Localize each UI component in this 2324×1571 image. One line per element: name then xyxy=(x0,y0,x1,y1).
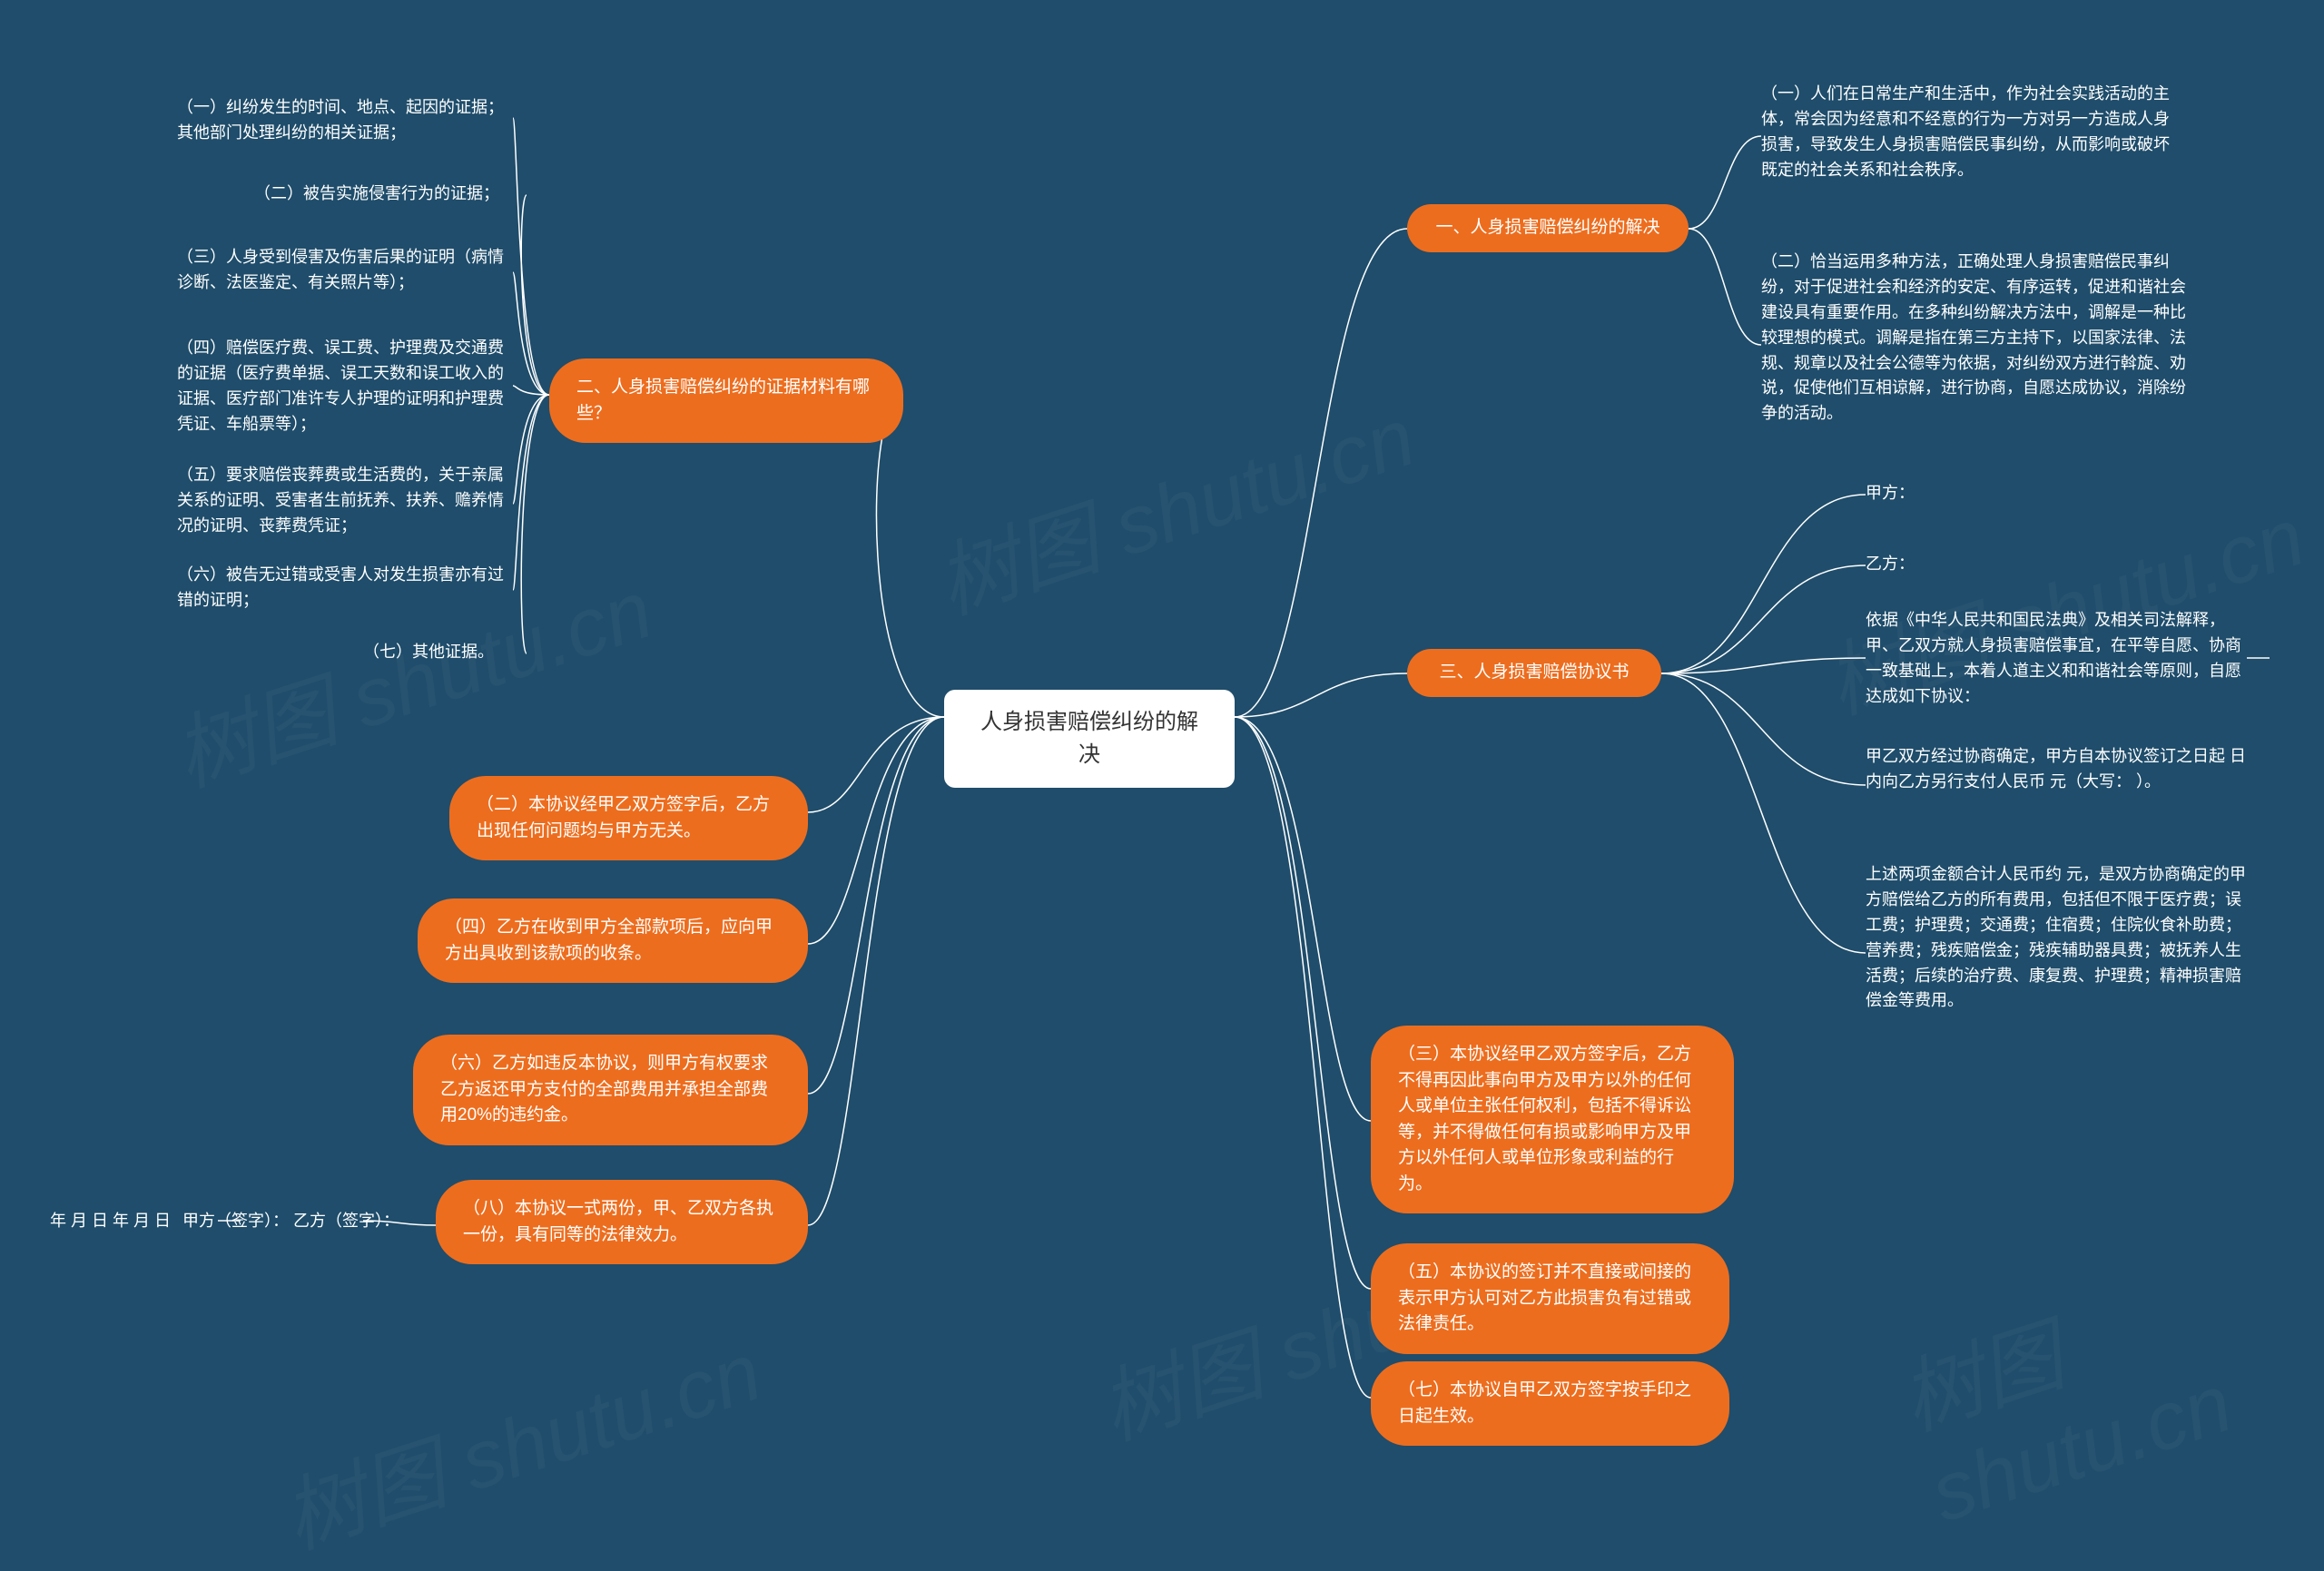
branch-2-child-7: （七）其他证据。 xyxy=(363,640,527,665)
protocol-2[interactable]: （二）本协议经甲乙双方签字后，乙方出现任何问题均与甲方无关。 xyxy=(449,776,808,860)
branch-1[interactable]: 一、人身损害赔偿纠纷的解决 xyxy=(1407,204,1689,252)
root-node[interactable]: 人身损害赔偿纠纷的解决 xyxy=(944,690,1235,788)
protocol-7[interactable]: （七）本协议自甲乙双方签字按手印之日起生效。 xyxy=(1371,1361,1729,1446)
branch-2-child-4: （四）赔偿医疗费、误工费、护理费及交通费的证据（医疗费单据、误工天数和误工收入的… xyxy=(177,336,513,437)
branch-3[interactable]: 三、人身损害赔偿协议书 xyxy=(1407,649,1661,697)
branch-1-child-2: （二）恰当运用多种方法，正确处理人身损害赔偿民事纠纷，对于促进社会和经济的安定、… xyxy=(1761,250,2188,427)
branch-3-child-5: 上述两项金额合计人民币约 元，是双方协商确定的甲方赔偿给乙方的所有费用，包括但不… xyxy=(1866,862,2256,1014)
branch-3-child-4: 甲乙双方经过协商确定，甲方自本协议签订之日起 日内向乙方另行支付人民币 元（大写… xyxy=(1866,744,2247,795)
branch-3-child-1: 甲方： xyxy=(1866,481,1956,506)
protocol-4[interactable]: （四）乙方在收到甲方全部款项后，应向甲方出具收到该款项的收条。 xyxy=(418,898,808,983)
branch-1-child-1: （一）人们在日常生产和生活中，作为社会实践活动的主体，常会因为经意和不经意的行为… xyxy=(1761,82,2179,183)
protocol-8[interactable]: （八）本协议一式两份，甲、乙双方各执一份，具有同等的法律效力。 xyxy=(436,1180,808,1264)
branch-2-child-1: （一）纠纷发生的时间、地点、起因的证据；其他部门处理纠纷的相关证据； xyxy=(177,95,513,146)
branch-2-child-5: （五）要求赔偿丧葬费或生活费的，关于亲属关系的证明、受害者生前抚养、扶养、赡养情… xyxy=(177,463,513,539)
protocol-8-child-1a: 年 月 日 年 月 日 xyxy=(50,1209,204,1234)
branch-2-child-2: （二）被告实施侵害行为的证据； xyxy=(254,182,527,207)
protocol-6[interactable]: （六）乙方如违反本协议，则甲方有权要求乙方返还甲方支付的全部费用并承担全部费用2… xyxy=(413,1035,808,1145)
branch-3-child-3: 依据《中华人民共和国民法典》及相关司法解释，甲、乙双方就人身损害赔偿事宜，在平等… xyxy=(1866,608,2247,710)
protocol-5[interactable]: （五）本协议的签订并不直接或间接的表示甲方认可对乙方此损害负有过错或法律责任。 xyxy=(1371,1243,1729,1354)
protocol-3[interactable]: （三）本协议经甲乙双方签字后，乙方不得再因此事向甲方及甲方以外的任何人或单位主张… xyxy=(1371,1026,1734,1213)
branch-2[interactable]: 二、人身损害赔偿纠纷的证据材料有哪些？ xyxy=(549,358,903,443)
branch-3-child-2: 乙方： xyxy=(1866,552,1956,577)
branch-2-child-3: （三）人身受到侵害及伤害后果的证明（病情诊断、法医鉴定、有关照片等）； xyxy=(177,245,513,296)
branch-2-child-6: （六）被告无过错或受害人对发生损害亦有过错的证明； xyxy=(177,563,513,614)
